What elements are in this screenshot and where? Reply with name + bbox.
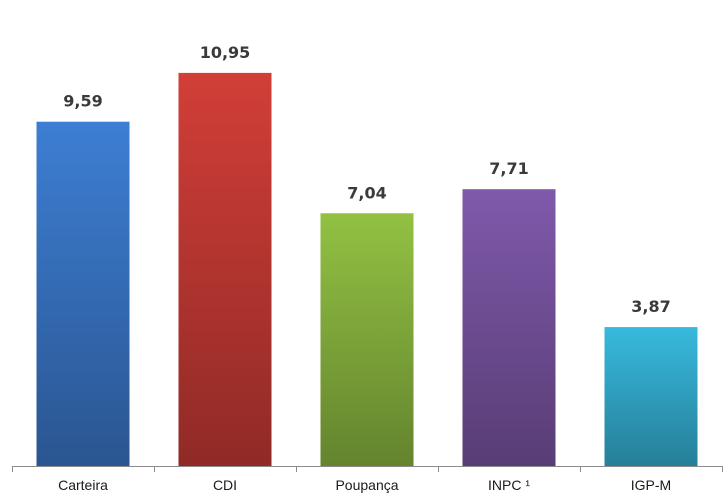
bar-poupanca xyxy=(320,213,414,466)
value-label-poupanca: 7,04 xyxy=(347,183,386,202)
x-axis-tick-labels: Carteira CDI Poupança INPC ¹ IGP-M xyxy=(58,477,671,493)
value-label-igp-m: 3,87 xyxy=(631,297,670,316)
x-axis-tick-marks xyxy=(12,466,723,472)
tick-label-poupanca: Poupança xyxy=(335,477,398,493)
bars-layer xyxy=(36,72,698,467)
tick-label-inpc: INPC ¹ xyxy=(488,477,530,493)
tick-label-carteira: Carteira xyxy=(58,477,108,493)
bar-inpc xyxy=(462,189,556,466)
value-label-inpc: 7,71 xyxy=(489,159,528,178)
bar-igp-m xyxy=(604,327,698,466)
tick-label-igp-m: IGP-M xyxy=(631,477,671,493)
tick-label-cdi: CDI xyxy=(213,477,237,493)
value-label-carteira: 9,59 xyxy=(63,92,102,111)
bar-cdi xyxy=(178,72,272,467)
bar-carteira xyxy=(36,121,130,467)
value-labels-layer: 9,59 10,95 7,04 7,71 3,87 xyxy=(63,43,670,316)
value-label-cdi: 10,95 xyxy=(200,43,251,62)
